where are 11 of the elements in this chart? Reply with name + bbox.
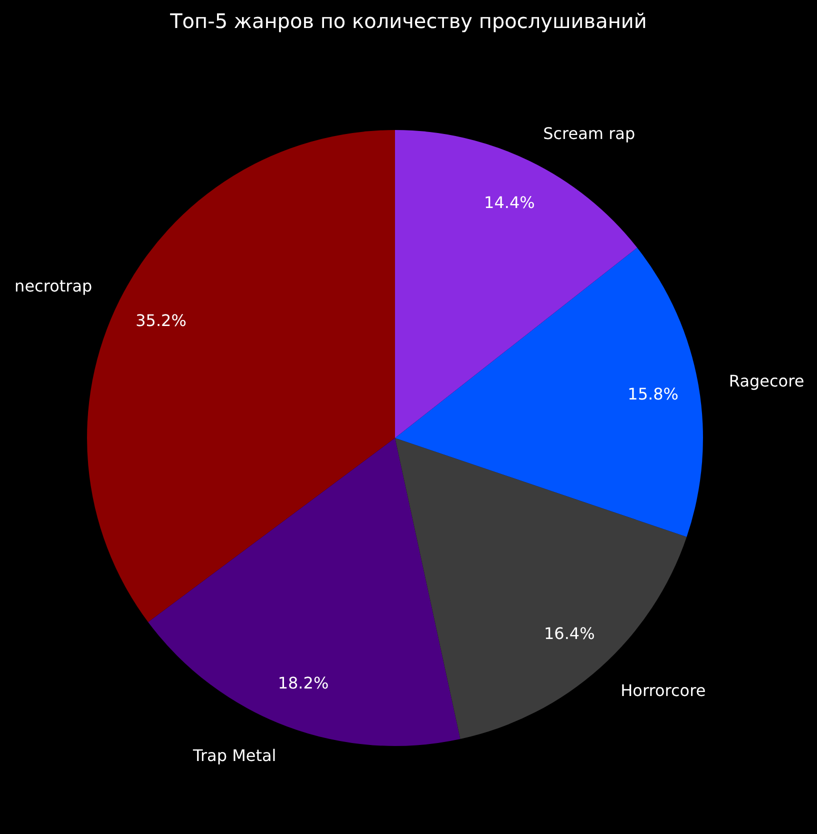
slice-label: Trap Metal xyxy=(192,746,276,765)
slice-label: necrotrap xyxy=(14,276,92,296)
data-label: 18.2% xyxy=(278,674,329,693)
slice-label: Scream rap xyxy=(543,124,636,143)
slice-label: Ragecore xyxy=(728,371,804,390)
data-label: 16.4% xyxy=(544,624,595,643)
data-label: 14.4% xyxy=(484,193,535,212)
data-label: 35.2% xyxy=(136,311,186,330)
chart-title: Топ-5 жанров по количеству прослушиваний xyxy=(169,9,647,33)
slice-label: Horrorcore xyxy=(620,681,706,700)
data-label: 15.8% xyxy=(628,384,678,404)
